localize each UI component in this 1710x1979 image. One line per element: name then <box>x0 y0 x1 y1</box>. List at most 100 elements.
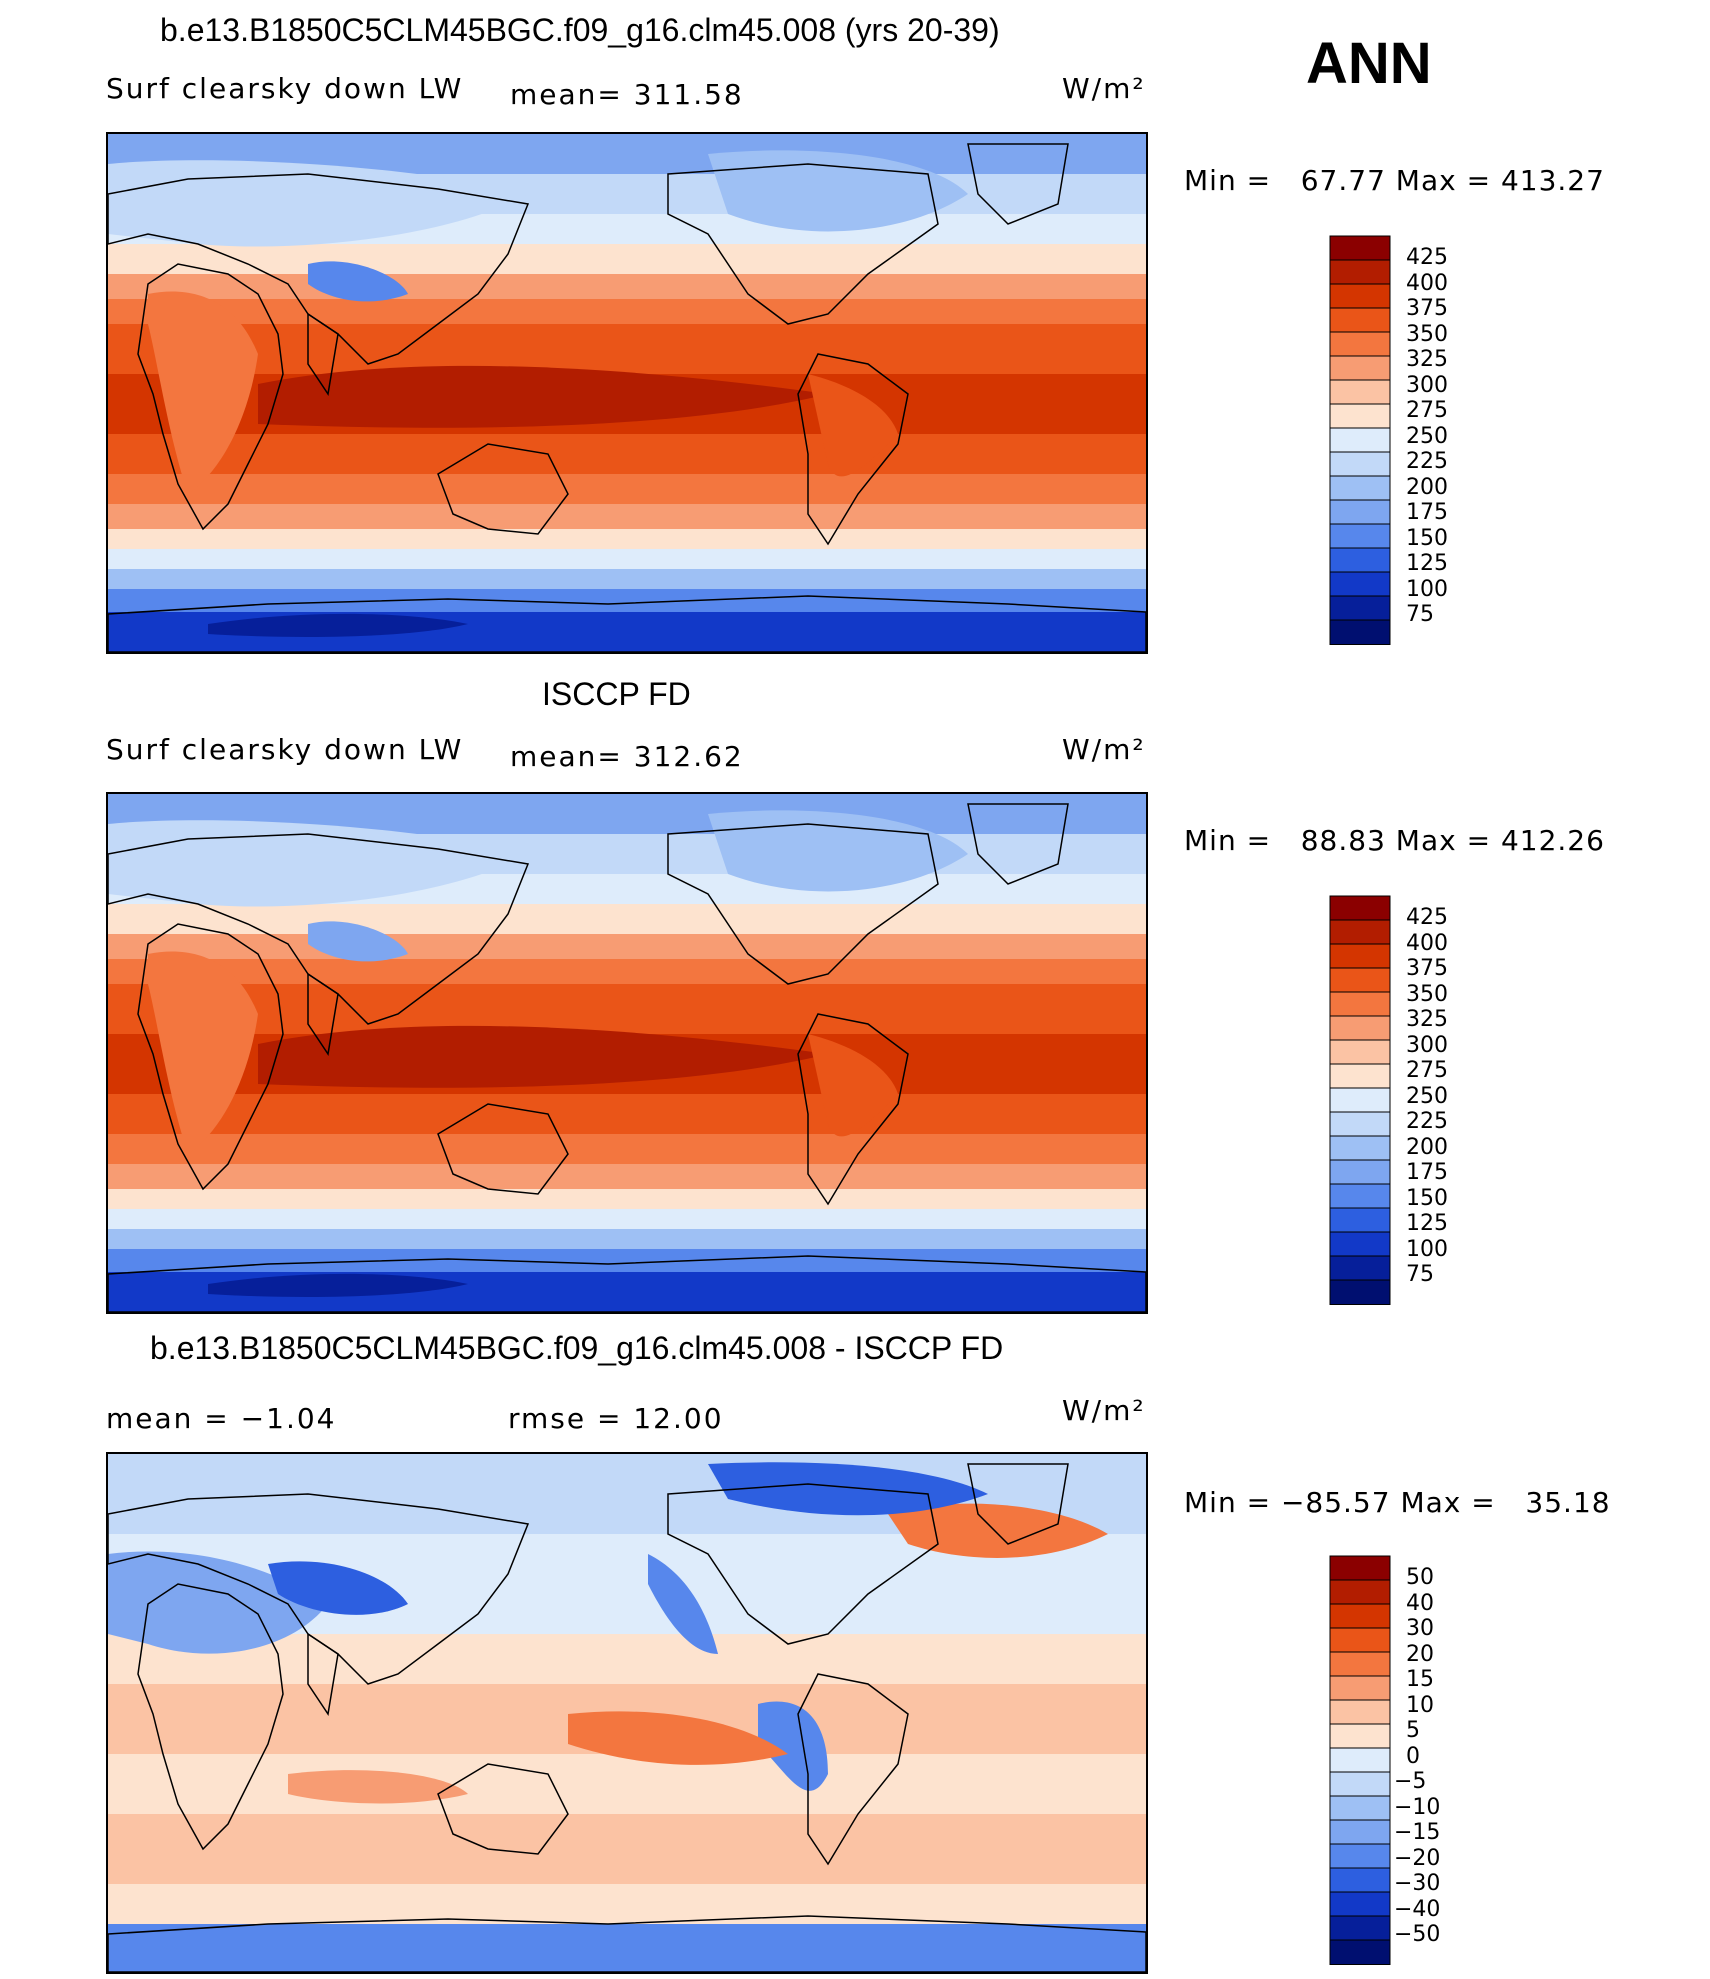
map-band <box>108 904 1146 934</box>
map-band <box>108 299 1146 324</box>
coastline <box>667 1483 939 1645</box>
colorbar-swatch <box>1329 1603 1391 1629</box>
panel1-colorbar <box>1329 235 1391 645</box>
africa-land <box>148 951 258 1154</box>
colorbar-tick-label: 250 <box>1406 423 1448 449</box>
colorbar-swatch <box>1329 1843 1391 1869</box>
colorbar-swatch <box>1329 619 1391 645</box>
colorbar-swatch <box>1329 991 1391 1017</box>
tibet-cold <box>308 921 408 962</box>
colorbar-swatch <box>1329 895 1391 921</box>
panel3-rmse: rmse = 12.00 <box>508 1402 724 1435</box>
colorbar-swatch <box>1329 1015 1391 1041</box>
colorbar-swatch <box>1329 235 1391 261</box>
colorbar-tick-label: 275 <box>1406 398 1448 423</box>
colorbar-swatch <box>1329 307 1391 333</box>
colorbar-tick-label: 100 <box>1406 576 1448 602</box>
colorbar-tick-label: 75 <box>1406 1262 1434 1287</box>
colorbar-tick-label: 250 <box>1406 1083 1448 1109</box>
panel3-title: b.e13.B1850C5CLM45BGC.f09_g16.clm45.008 … <box>150 1330 1004 1366</box>
panel2-colorbar <box>1329 895 1391 1305</box>
map-band <box>108 549 1146 569</box>
map-band <box>108 1754 1146 1814</box>
colorbar-tick-label: 10 <box>1406 1692 1434 1718</box>
colorbar-tick-label: 325 <box>1406 347 1448 372</box>
colorbar-tick-label: 200 <box>1406 1134 1448 1160</box>
colorbar-swatch <box>1329 1747 1391 1773</box>
map-band <box>108 1189 1146 1209</box>
panel3-colorbar <box>1329 1555 1391 1965</box>
coastline <box>307 1632 339 1716</box>
coastline <box>108 833 530 1025</box>
colorbar-swatch <box>1329 1651 1391 1677</box>
colorbar-tick-label: −5 <box>1394 1769 1427 1794</box>
panel2-map-svg <box>108 794 1146 1312</box>
colorbar-swatch <box>1329 595 1391 621</box>
colorbar-swatch <box>1329 1795 1391 1821</box>
coastline <box>667 823 939 985</box>
colorbar-tick-label: 325 <box>1406 1007 1448 1032</box>
colorbar-tick-label: 350 <box>1406 981 1448 1007</box>
antarctic-core <box>208 613 468 637</box>
colorbar-tick-label: 150 <box>1406 1185 1448 1211</box>
map-band <box>108 529 1146 549</box>
colorbar-tick-label: 375 <box>1406 296 1448 321</box>
colorbar-swatch <box>1329 259 1391 285</box>
map-band <box>108 589 1146 612</box>
colorbar-tick-label: 20 <box>1406 1641 1434 1667</box>
map-band <box>108 1209 1146 1229</box>
pacific-pos <box>568 1711 788 1765</box>
map-band <box>108 244 1146 274</box>
colorbar-tick-label: −10 <box>1394 1794 1441 1820</box>
colorbar-swatch <box>1329 1555 1391 1581</box>
colorbar-swatch <box>1329 1279 1391 1305</box>
colorbar-tick-label: 200 <box>1406 474 1448 500</box>
colorbar-swatch <box>1329 403 1391 429</box>
colorbar-swatch <box>1329 943 1391 969</box>
arctic-america <box>708 150 968 232</box>
colorbar-swatch <box>1329 1867 1391 1893</box>
map-band <box>108 1249 1146 1272</box>
warm-pool <box>258 1025 828 1088</box>
coastline <box>137 1583 284 1851</box>
map-band <box>108 959 1146 984</box>
panel2-mean: mean= 312.62 <box>510 740 744 773</box>
panel1-map-svg <box>108 134 1146 652</box>
colorbar-swatch <box>1329 331 1391 357</box>
colorbar-tick-label: 425 <box>1406 905 1448 930</box>
coastline <box>108 1915 1146 1972</box>
colorbar-swatch <box>1329 1207 1391 1233</box>
mexico-neg <box>648 1554 718 1654</box>
panel1-mean: mean= 311.58 <box>510 78 744 111</box>
panel3-units: W/m² <box>1062 1394 1146 1427</box>
colorbar-swatch <box>1329 1111 1391 1137</box>
map-band <box>108 1814 1146 1884</box>
colorbar-tick-label: 350 <box>1406 321 1448 347</box>
colorbar-swatch <box>1329 1771 1391 1797</box>
colorbar-swatch <box>1329 523 1391 549</box>
colorbar-swatch <box>1329 1087 1391 1113</box>
colorbar-swatch <box>1329 1231 1391 1257</box>
colorbar-tick-label: 400 <box>1406 930 1448 956</box>
colorbar-swatch <box>1329 1255 1391 1281</box>
colorbar-swatch <box>1329 427 1391 453</box>
amazon <box>808 1034 898 1137</box>
colorbar-swatch <box>1329 475 1391 501</box>
eurasia-cold <box>108 820 528 907</box>
colorbar-tick-label: −20 <box>1394 1845 1441 1871</box>
colorbar-tick-label: 375 <box>1406 956 1448 981</box>
coastline <box>797 353 909 546</box>
colorbar-tick-label: 425 <box>1406 245 1448 270</box>
coastline <box>137 263 284 531</box>
colorbar-swatch <box>1329 379 1391 405</box>
colorbar-swatch <box>1329 1819 1391 1845</box>
map-band <box>108 1164 1146 1189</box>
colorbar-swatch <box>1329 1039 1391 1065</box>
map-band <box>108 1094 1146 1134</box>
season-label: ANN <box>1306 31 1432 96</box>
map-band <box>108 504 1146 529</box>
panel3-map <box>106 1452 1148 1974</box>
map-band <box>108 934 1146 959</box>
map-band <box>108 274 1146 299</box>
colorbar-tick-label: −15 <box>1394 1820 1441 1845</box>
